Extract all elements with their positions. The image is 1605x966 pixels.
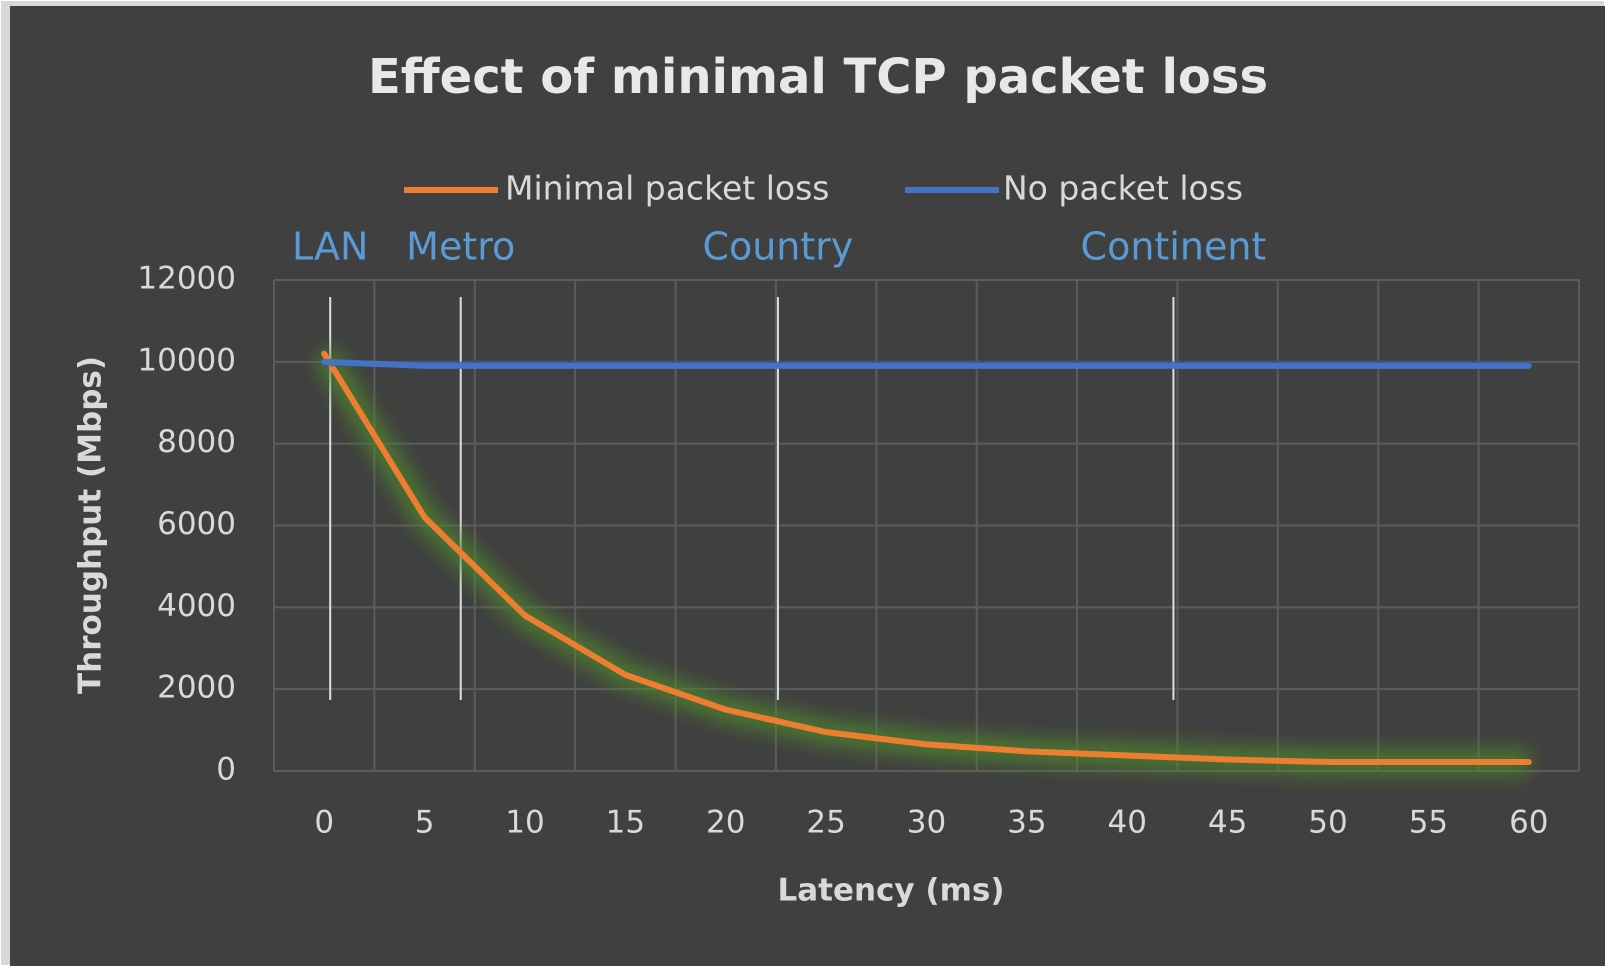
y-tick-label: 10000 <box>137 342 236 378</box>
y-tick-label: 2000 <box>157 670 236 706</box>
x-tick-label: 35 <box>1007 805 1046 841</box>
chart-title: Effect of minimal TCP packet loss <box>368 49 1268 105</box>
series-line <box>321 358 1532 369</box>
annotation-label: LAN <box>292 225 368 269</box>
x-tick-label: 45 <box>1208 805 1247 841</box>
annotation-label: Metro <box>406 225 515 269</box>
x-tick-label: 15 <box>606 805 645 841</box>
x-tick-label: 40 <box>1108 805 1147 841</box>
x-tick-label: 25 <box>806 805 845 841</box>
x-tick-label: 60 <box>1509 805 1548 841</box>
x-tick-label: 55 <box>1409 805 1448 841</box>
x-tick-label: 30 <box>907 805 946 841</box>
x-tick-label: 0 <box>314 805 334 841</box>
annotation-label: Continent <box>1081 225 1267 269</box>
x-tick-label: 20 <box>706 805 745 841</box>
y-axis-title: Throughput (Mbps) <box>73 356 109 694</box>
x-tick-label: 50 <box>1308 805 1347 841</box>
x-tick-label: 5 <box>415 805 435 841</box>
chart-background <box>10 6 1605 966</box>
x-tick-label: 10 <box>505 805 544 841</box>
y-tick-label: 0 <box>216 752 236 788</box>
y-tick-label: 4000 <box>157 588 236 624</box>
legend-label: No packet loss <box>1003 169 1243 208</box>
series-line <box>321 350 1532 765</box>
y-tick-label: 8000 <box>157 424 236 460</box>
legend-label: Minimal packet loss <box>505 169 829 208</box>
y-tick-label: 6000 <box>157 506 236 542</box>
annotation-label: Country <box>702 225 853 269</box>
x-axis-title: Latency (ms) <box>777 873 1004 909</box>
y-tick-label: 12000 <box>137 261 236 297</box>
